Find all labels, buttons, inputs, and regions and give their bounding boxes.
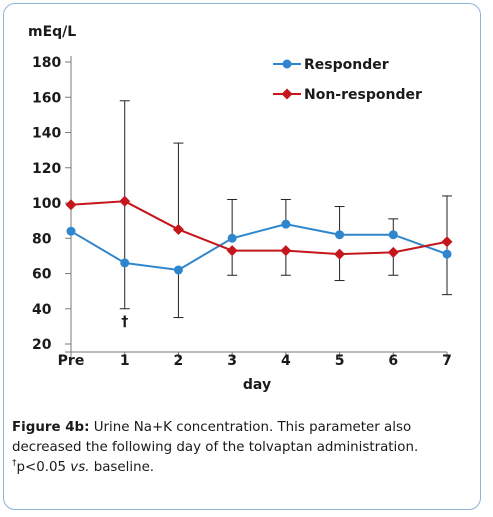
data-point — [334, 248, 346, 260]
x-tick-label: 4 — [281, 353, 291, 369]
y-tick-label: 100 — [32, 196, 61, 212]
annotations: † — [121, 314, 128, 330]
axes: 20 40 60 80 100 120 140 160 180 Pre 1 2 3 4 5 6 7 — [32, 55, 452, 369]
x-tick-label: 5 — [335, 353, 345, 369]
data-point — [387, 246, 399, 258]
x-tick-label: 2 — [174, 353, 184, 369]
y-tick-label: 40 — [32, 302, 52, 318]
data-point — [172, 223, 184, 235]
data-point — [441, 236, 453, 248]
error-bars — [119, 100, 452, 319]
data-point — [281, 219, 291, 229]
y-tick-label: 120 — [32, 161, 61, 177]
x-tick-label: 7 — [442, 353, 452, 369]
series-line — [70, 200, 448, 256]
caption-footnote-em: vs. — [70, 460, 90, 475]
x-tick-label: Pre — [58, 353, 85, 369]
series-lines — [70, 200, 448, 272]
x-tick-label: 3 — [227, 353, 237, 369]
y-tick-label: 80 — [32, 231, 52, 247]
y-tick-label: 20 — [32, 337, 52, 353]
caption-text: Urine Na+K concentration. This parameter… — [12, 420, 419, 455]
data-point — [66, 226, 76, 236]
data-point — [226, 245, 238, 257]
data-point — [388, 230, 398, 240]
significance-dagger: † — [121, 314, 128, 330]
caption-footnote-pre: p<0.05 — [16, 460, 71, 475]
line-chart: mEq/L day 20 40 60 80 100 120 140 160 180 Pre 1 2 3 4… — [28, 24, 453, 393]
y-axis-title: mEq/L — [28, 24, 76, 40]
data-point — [119, 195, 131, 207]
caption-label: Figure 4b: — [12, 420, 90, 435]
legend-label: Non-responder — [304, 87, 422, 103]
series-markers — [65, 195, 453, 275]
x-tick-label: 6 — [388, 353, 398, 369]
caption-footnote-post: baseline. — [89, 460, 155, 475]
data-point — [227, 233, 237, 243]
legend-label: Responder — [304, 57, 389, 73]
y-tick-label: 180 — [32, 55, 61, 71]
y-tick-label: 160 — [32, 90, 61, 106]
data-point — [120, 258, 130, 268]
x-axis-title: day — [243, 377, 271, 393]
caption-footnote-mark: † — [12, 458, 17, 469]
data-point — [173, 265, 183, 275]
figure-caption: Figure 4b: Urine Na+K concentration. Thi… — [12, 418, 474, 478]
figure-frame — [3, 3, 481, 510]
legend: Responder Non-responder — [273, 57, 422, 103]
data-point — [280, 245, 292, 257]
data-point — [442, 249, 452, 259]
data-point — [65, 199, 77, 211]
x-tick-label: 1 — [120, 353, 130, 369]
legend-swatch-marker — [281, 88, 293, 100]
y-tick-label: 140 — [32, 126, 61, 142]
y-tick-label: 60 — [32, 267, 52, 283]
series-line — [70, 223, 448, 272]
legend-swatch-marker — [282, 59, 292, 69]
data-point — [335, 230, 345, 240]
